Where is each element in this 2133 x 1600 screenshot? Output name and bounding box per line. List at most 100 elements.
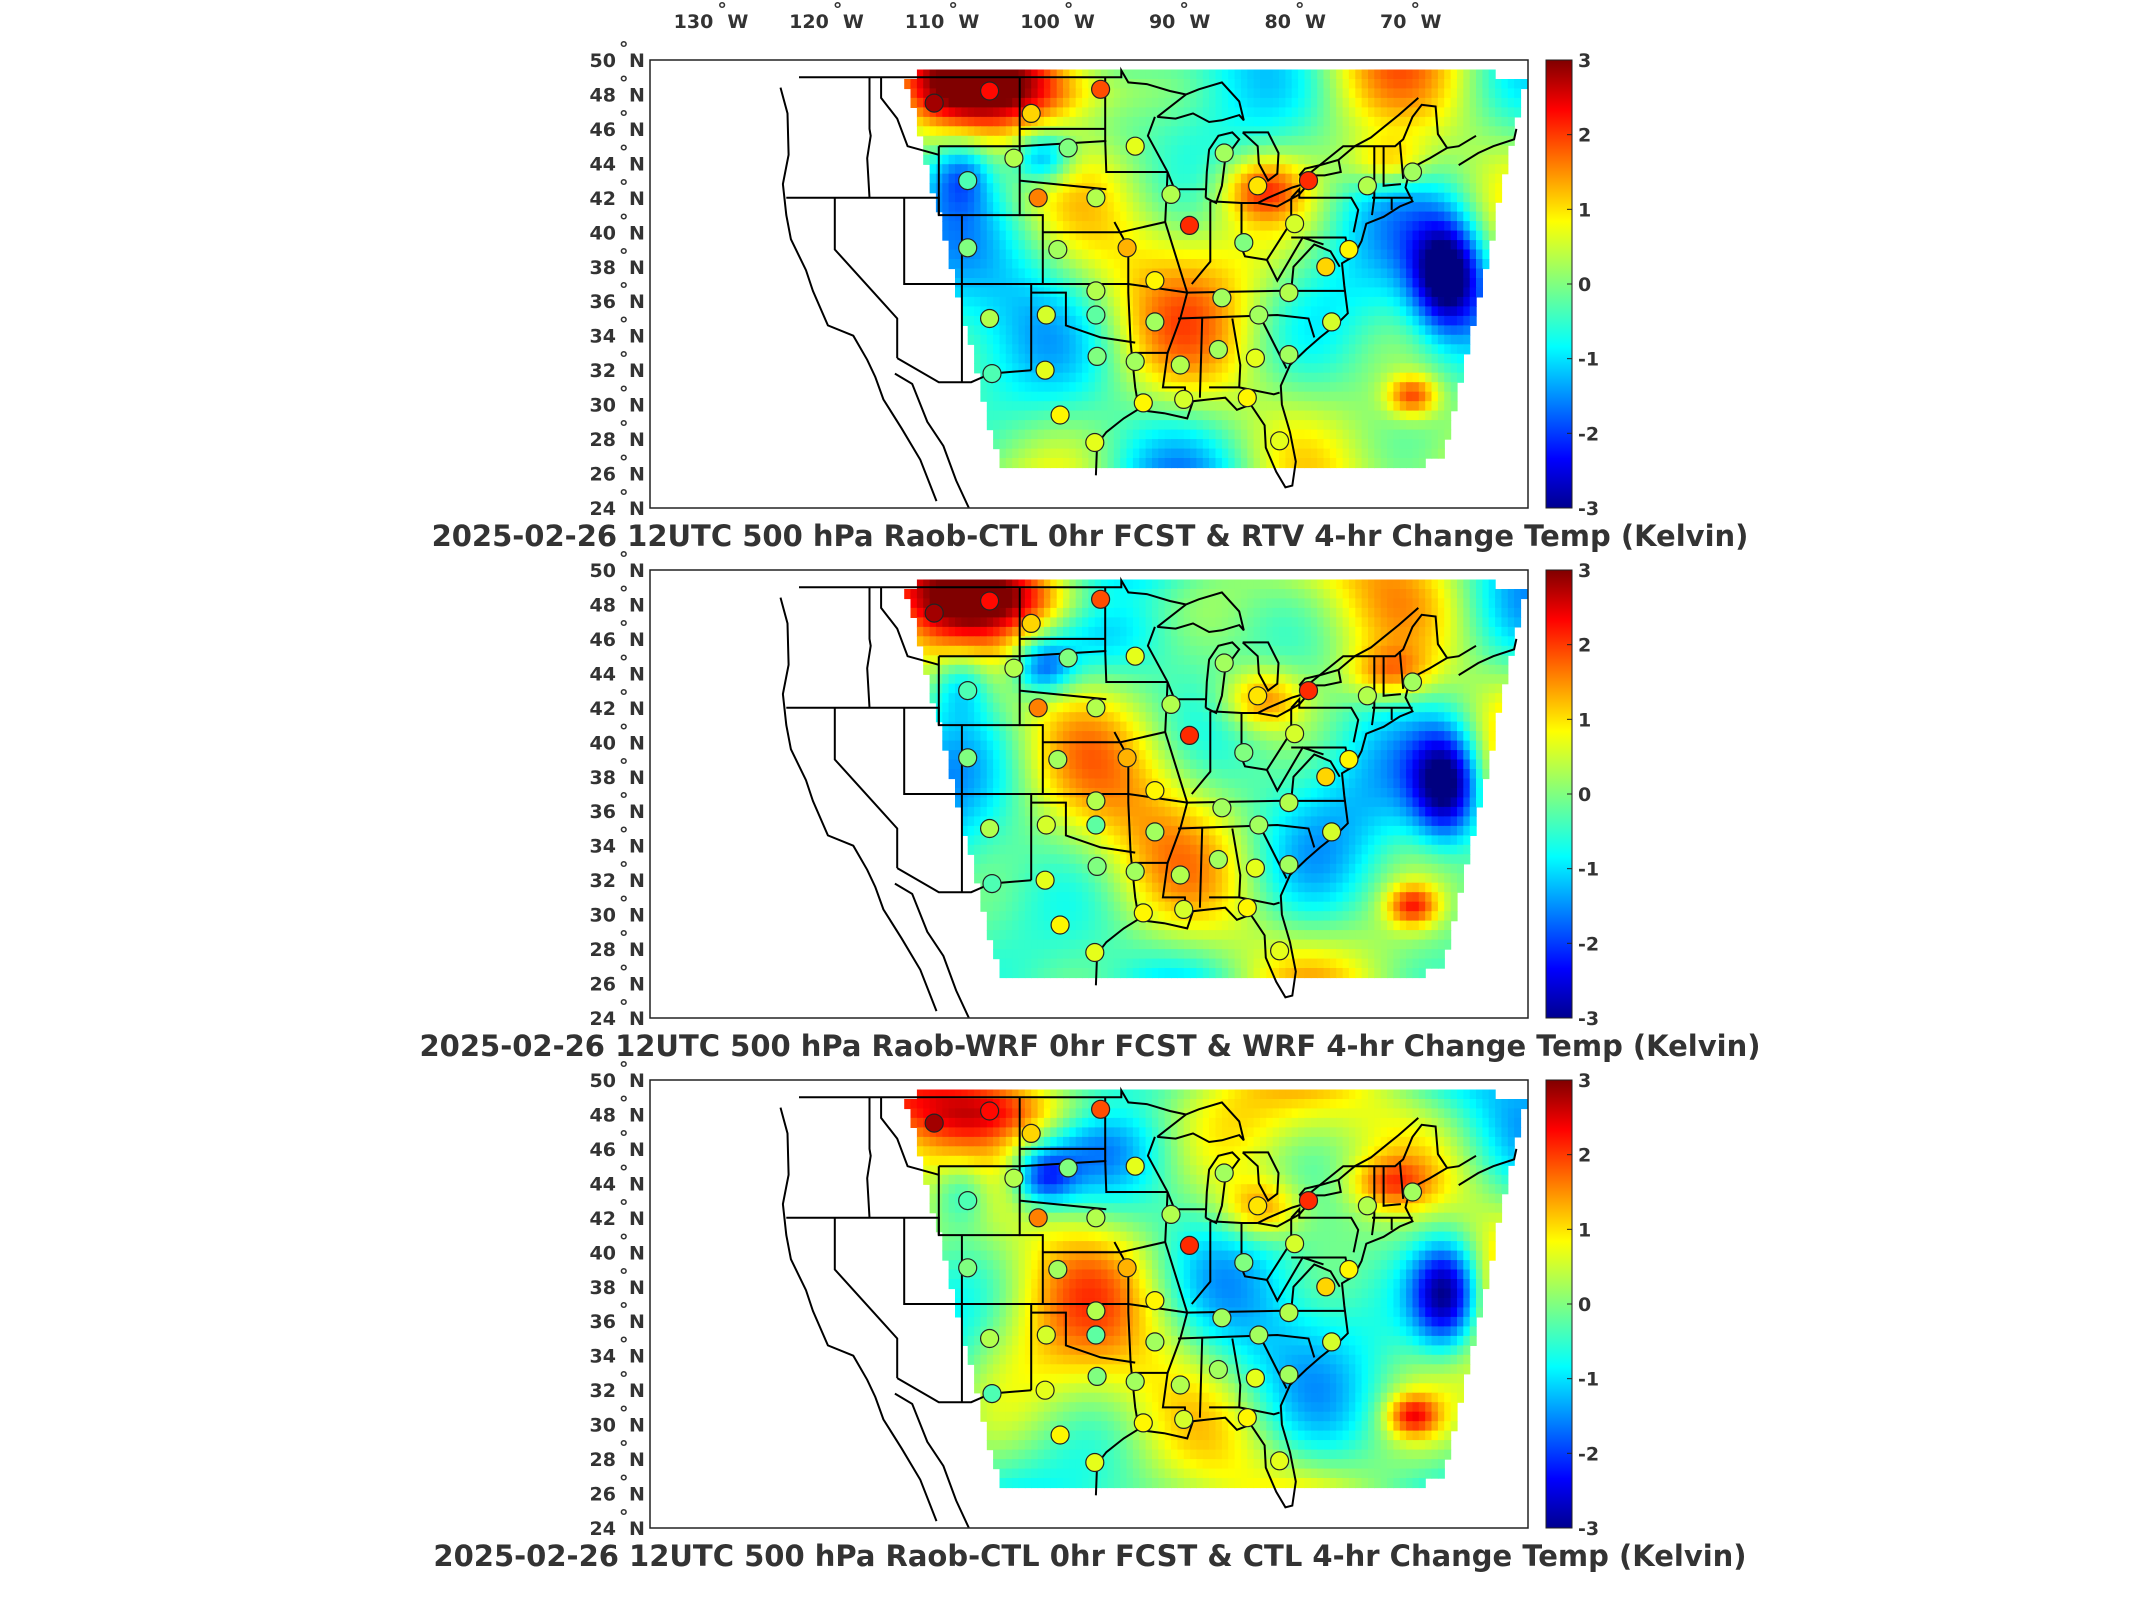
- svg-text:N: N: [629, 84, 645, 106]
- boundary-line: [1210, 1220, 1258, 1224]
- lat-label: 28°N: [590, 927, 645, 961]
- boundary-line: [833, 197, 899, 359]
- boundary-line: [1398, 1160, 1405, 1199]
- lon-label: 70°W: [1380, 0, 1441, 33]
- panel-title: 2025-02-26 12UTC 500 hPa Raob-CTL 0hr FC…: [433, 1539, 1746, 1573]
- station-marker: [1133, 393, 1153, 413]
- lat-label: 46°N: [590, 107, 645, 141]
- svg-text:W: W: [958, 11, 979, 33]
- station-marker: [1133, 1413, 1153, 1433]
- colorbar-tick-label: 2: [1578, 635, 1591, 657]
- svg-text:°: °: [1410, 0, 1420, 21]
- lat-label: 50°N: [590, 1058, 645, 1092]
- station-marker: [1179, 215, 1200, 235]
- lat-label: 24°N: [590, 996, 645, 1030]
- top-longitude-labels: 130°W 120°W 110°W 100°W 90°W 80°W 70°W: [674, 0, 1442, 33]
- svg-text:38: 38: [590, 257, 616, 279]
- map-frame: [649, 59, 1529, 509]
- station-marker: [1087, 346, 1107, 366]
- svg-text:°: °: [619, 417, 629, 439]
- boundary-line: [1290, 1263, 1341, 1311]
- station-marker: [1212, 288, 1232, 308]
- boundary-line: [1191, 711, 1212, 795]
- svg-text:100: 100: [1020, 11, 1060, 33]
- svg-text:48: 48: [590, 84, 616, 106]
- map-frame: [649, 569, 1529, 1019]
- station-marker: [1248, 1196, 1268, 1216]
- boundary-line: [1290, 696, 1360, 743]
- svg-text:N: N: [629, 291, 645, 313]
- svg-text:N: N: [629, 326, 645, 348]
- boundary-line: [779, 87, 938, 502]
- station-marker: [979, 1328, 1000, 1349]
- station-marker: [1161, 184, 1181, 204]
- svg-text:°: °: [619, 38, 629, 60]
- station-marker: [1245, 348, 1266, 368]
- temperature-change-field: [904, 1089, 1528, 1489]
- station-marker: [1086, 281, 1106, 301]
- map-frame: [649, 1079, 1529, 1529]
- station-marker: [1086, 1301, 1106, 1321]
- station-marker: [1316, 257, 1336, 277]
- boundary-line: [1031, 1311, 1136, 1364]
- station-marker: [1117, 748, 1137, 768]
- station-marker: [1212, 1308, 1232, 1328]
- station-marker: [1090, 1099, 1111, 1119]
- svg-text:80: 80: [1264, 11, 1290, 33]
- station-marker: [1050, 915, 1070, 935]
- lat-label: 44°N: [590, 1161, 645, 1195]
- svg-text:44: 44: [590, 153, 616, 175]
- svg-text:70: 70: [1380, 11, 1406, 33]
- station-marker: [1161, 1204, 1181, 1225]
- boundary-line: [1266, 236, 1324, 283]
- boundary-line: [1018, 587, 1044, 794]
- boundary-line: [1104, 587, 1168, 683]
- boundary-line: [1210, 710, 1258, 714]
- station-marker: [1125, 136, 1145, 156]
- station-marker: [1269, 431, 1290, 451]
- map-panel: 50°N48°N46°N44°N42°N40°N38°N36°N34°N32°N…: [433, 1058, 1746, 1573]
- station-marker: [1357, 686, 1378, 706]
- station-marker: [1321, 822, 1342, 842]
- boundary-line: [1191, 1221, 1212, 1305]
- boundary-line: [833, 707, 899, 869]
- station-marker: [982, 873, 1002, 894]
- station-marker: [1339, 239, 1359, 260]
- lat-label: 28°N: [590, 1437, 645, 1471]
- lat-label: 48°N: [590, 582, 645, 616]
- lat-label: 36°N: [590, 1299, 645, 1333]
- station-marker: [1086, 1325, 1106, 1345]
- station-marker: [1248, 176, 1268, 196]
- station-marker: [1058, 648, 1078, 668]
- lat-label: 46°N: [590, 1127, 645, 1161]
- svg-text:°: °: [619, 245, 629, 267]
- svg-text:N: N: [629, 360, 645, 382]
- station-marker: [1179, 1235, 1200, 1256]
- station-marker: [1087, 856, 1107, 877]
- lat-label: 34°N: [590, 314, 645, 348]
- station-marker: [1090, 589, 1111, 609]
- boundary-line: [1458, 1148, 1518, 1186]
- station-marker: [1321, 1332, 1342, 1352]
- colorbar-tick-label: -2: [1578, 1443, 1599, 1465]
- station-marker: [1050, 405, 1070, 425]
- lat-label: 30°N: [590, 1403, 645, 1437]
- boundary-line: [894, 882, 970, 1018]
- lat-label: 34°N: [590, 824, 645, 858]
- svg-text:°: °: [619, 107, 629, 129]
- station-marker: [1004, 148, 1024, 168]
- station-marker: [1339, 749, 1359, 770]
- svg-text:110: 110: [905, 11, 945, 33]
- svg-text:24: 24: [590, 498, 616, 520]
- latitude-labels: 50°N48°N46°N44°N42°N40°N38°N36°N34°N32°N…: [590, 38, 645, 520]
- lat-label: 32°N: [590, 1368, 645, 1402]
- svg-text:°: °: [619, 72, 629, 94]
- colorbar-tick-label: -3: [1578, 1008, 1599, 1030]
- station-marker: [958, 171, 978, 191]
- station-marker: [1085, 432, 1105, 453]
- lat-label: 30°N: [590, 893, 645, 927]
- coastlines-and-borders: [779, 576, 1518, 1018]
- station-marker: [979, 818, 1000, 839]
- station-marker: [1117, 238, 1137, 258]
- station-marker: [1249, 815, 1269, 835]
